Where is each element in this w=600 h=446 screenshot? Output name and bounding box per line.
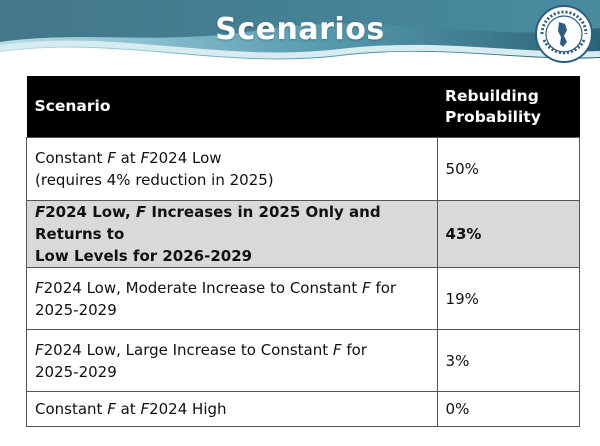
probability-cell: 43% xyxy=(436,200,581,268)
scenario-line: 2025-2029 xyxy=(35,300,117,319)
table-row: F2024 Low, Large Increase to Constant F … xyxy=(26,329,581,392)
probability-cell: 19% xyxy=(436,267,581,330)
scenario-line: 2025-2029 xyxy=(35,362,117,381)
header-probability: Rebuilding Probability xyxy=(437,76,580,138)
table-header-row: Scenario Rebuilding Probability xyxy=(26,76,580,138)
probability-cell: 50% xyxy=(436,137,581,201)
slide-title: Scenarios xyxy=(215,12,385,47)
probability-cell: 0% xyxy=(436,391,581,427)
wave-background xyxy=(0,0,600,78)
scenario-line: (requires 4% reduction in 2025) xyxy=(35,171,274,189)
scenario-line: F2024 Low, Moderate Increase to Constant… xyxy=(35,278,397,297)
scenarios-table: Scenario Rebuilding Probability Constant… xyxy=(26,76,581,427)
title-banner xyxy=(0,0,600,78)
seal-icon xyxy=(535,5,593,63)
scenario-cell: F2024 Low, F Increases in 2025 Only and … xyxy=(26,200,438,268)
scenarios-table-container: Scenario Rebuilding Probability Constant… xyxy=(26,76,581,427)
scenario-line: F2024 Low, Large Increase to Constant F … xyxy=(35,340,367,359)
header-probability-text: Rebuilding Probability xyxy=(445,86,541,126)
scenario-line: Low Levels for 2026-2029 xyxy=(35,247,253,265)
commission-logo xyxy=(534,4,594,64)
scenario-cell: F2024 Low, Moderate Increase to Constant… xyxy=(26,267,438,330)
scenario-line: Constant F at F2024 High xyxy=(35,400,227,418)
table-row: Constant F at F2024 High 0% xyxy=(26,391,581,427)
scenario-line: F2024 Low, F Increases in 2025 Only and … xyxy=(35,203,381,243)
scenario-cell: F2024 Low, Large Increase to Constant F … xyxy=(26,329,438,392)
table-row: Constant F at F2024 Low (requires 4% red… xyxy=(26,137,581,201)
probability-cell: 3% xyxy=(436,329,581,392)
table-row: F2024 Low, Moderate Increase to Constant… xyxy=(26,267,581,330)
header-scenario: Scenario xyxy=(26,76,438,138)
scenario-cell: Constant F at F2024 Low (requires 4% red… xyxy=(26,137,438,201)
table-row-highlighted: F2024 Low, F Increases in 2025 Only and … xyxy=(26,200,581,268)
scenario-cell: Constant F at F2024 High xyxy=(26,391,438,427)
scenario-line: Constant F at F2024 Low xyxy=(35,149,222,167)
